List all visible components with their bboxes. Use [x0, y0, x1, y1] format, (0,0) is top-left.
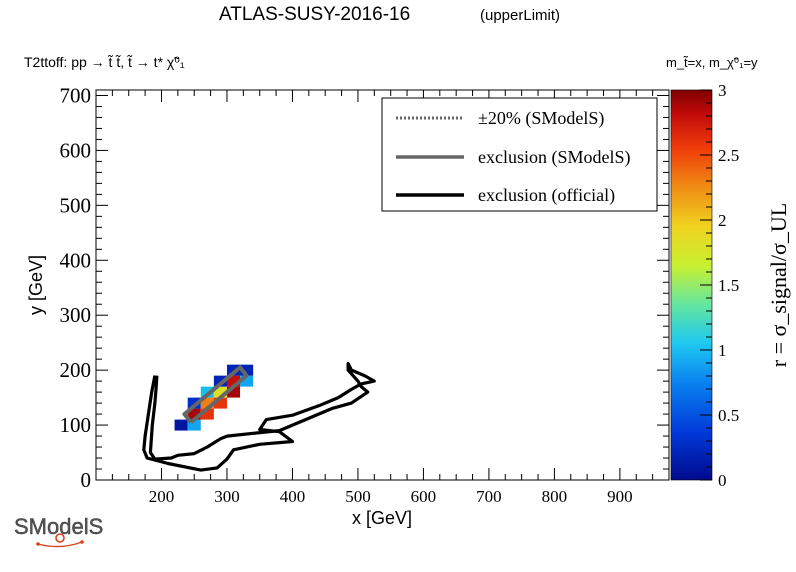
- heatmap-cell-1: [187, 419, 201, 431]
- heatmap-cell-13: [240, 375, 254, 387]
- legend-box: [381, 97, 658, 212]
- chart-title-suffix: (upperLimit): [480, 7, 560, 24]
- legend: ±20% (SModelS) exclusion (SModelS) exclusi…: [396, 108, 631, 206]
- x-tick-label: 800: [542, 487, 568, 506]
- smodels-logo: SModelS: [8, 508, 118, 552]
- heatmap-cell-10: [226, 386, 241, 398]
- exclusion-official-curve: [142, 361, 376, 472]
- x-axis-label: x [GeV]: [352, 508, 412, 528]
- y-axis-label: y [GeV]: [26, 255, 46, 315]
- svg-text:SModelS: SModelS: [14, 514, 103, 539]
- y-tick-label: 700: [60, 83, 92, 107]
- x-tick-label: 600: [411, 487, 437, 506]
- y-tick-label: 200: [60, 358, 92, 382]
- y-tick-label: 100: [60, 413, 92, 437]
- z-tick-label: 0: [718, 471, 727, 490]
- chart-title: ATLAS-SUSY-2016-16: [219, 4, 410, 25]
- mass-note: m_t̃=x, m_χ̃⁰₁=y: [666, 55, 758, 70]
- exclusion-smodels-curve: [182, 365, 249, 424]
- heatmap-cell-9: [213, 375, 227, 387]
- heatmap-cells: [174, 364, 254, 431]
- heatmap-cell-2: [187, 408, 201, 420]
- z-tick-label: 1: [718, 341, 727, 360]
- color-bar-ticks: 0 0.5 1 1.5 2 2.5 3: [700, 81, 739, 490]
- z-tick-label: 2.5: [718, 146, 739, 165]
- heatmap-cell-4: [200, 408, 214, 420]
- x-tick-label: 400: [280, 487, 306, 506]
- y-tick-label: 600: [60, 138, 92, 162]
- heatmap-cell-14: [240, 364, 254, 376]
- x-tick-label: 300: [214, 487, 240, 506]
- legend-label-0: ±20% (SModelS): [478, 108, 604, 129]
- x-tick-label: 900: [607, 487, 633, 506]
- legend-label-1: exclusion (SModelS): [478, 147, 631, 168]
- y-tick-label: 0: [81, 468, 92, 492]
- z-tick-label: 0.5: [718, 406, 739, 425]
- y-tick-label: 500: [60, 193, 92, 217]
- z-tick-label: 1.5: [718, 276, 739, 295]
- x-tick-label: 700: [476, 487, 502, 506]
- heatmap-cell-3: [187, 397, 201, 409]
- axis-ticks: 200 300 400 500 600 700 800 900 0 100 200 300 400 500…: [60, 83, 670, 506]
- y-tick-label: 300: [60, 303, 92, 327]
- z-tick-label: 3: [718, 81, 727, 100]
- exclusion-curves: [142, 361, 376, 472]
- heatmap-cell-8: [213, 386, 227, 398]
- heatmap-cell-6: [200, 386, 214, 398]
- chart-subtitle: T2ttoff: pp → t̃ t̃, t̃ → t* χ̃⁰₁: [24, 54, 185, 70]
- heatmap-cell-11: [226, 375, 241, 387]
- legend-label-2: exclusion (official): [478, 185, 615, 206]
- z-tick-label: 2: [718, 211, 727, 230]
- heatmap-cell-0: [174, 419, 188, 431]
- heatmap-cell-12: [226, 364, 241, 376]
- color-bar-label: r = σ_signal/σ_UL: [766, 203, 791, 367]
- y-tick-label: 400: [60, 248, 92, 272]
- x-tick-label: 200: [149, 487, 175, 506]
- heatmap-cell-5: [200, 397, 214, 409]
- x-tick-label: 500: [345, 487, 371, 506]
- heatmap-cell-7: [213, 397, 227, 409]
